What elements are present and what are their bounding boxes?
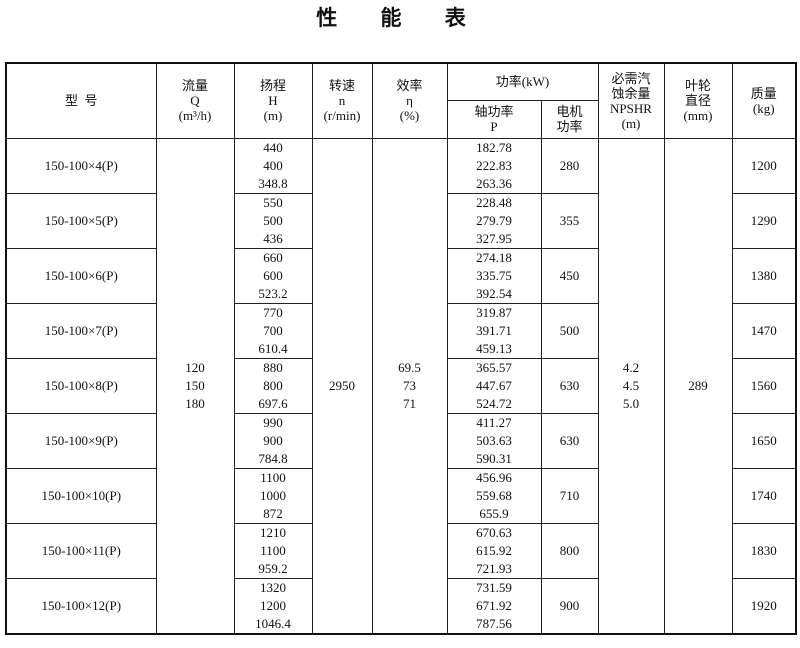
npshr-cell: 4.2 4.5 5.0 bbox=[597, 137, 665, 634]
mass-cell: 1380 bbox=[731, 247, 797, 304]
model-cell: 150-100×12(P) bbox=[5, 577, 157, 634]
header-motor-power: 电机 功率 bbox=[540, 99, 599, 139]
head-cell: 550 500 436 bbox=[233, 192, 313, 249]
header-model: 型 号 bbox=[5, 62, 157, 139]
impeller-cell: 289 bbox=[663, 137, 733, 634]
page-title: 性 能 表 bbox=[316, 6, 484, 30]
table-row: 150-100×12(P) 1320 1200 1046.4 731.59 671.92 7… bbox=[5, 577, 797, 634]
head-cell: 1100 1000 872 bbox=[233, 467, 313, 524]
model-cell: 150-100×4(P) bbox=[5, 137, 157, 194]
model-cell: 150-100×9(P) bbox=[5, 412, 157, 469]
speed-cell: 2950 bbox=[311, 137, 373, 634]
table-row: 150-100×9(P) 990 900 784.8 411.27 503.63 590.3… bbox=[5, 412, 797, 469]
mass-cell: 1470 bbox=[731, 302, 797, 359]
motor-power-cell: 500 bbox=[540, 302, 599, 359]
mass-cell: 1650 bbox=[731, 412, 797, 469]
motor-power-cell: 355 bbox=[540, 192, 599, 249]
head-cell: 660 600 523.2 bbox=[233, 247, 313, 304]
shaft-power-cell: 182.78 222.83 263.36 bbox=[446, 137, 542, 194]
header-impeller: 叶轮 直径 (mm) bbox=[663, 62, 733, 139]
header-speed: 转速 n (r/min) bbox=[311, 62, 373, 139]
table-body: 150-100×4(P) 120 150 180 440 400 348.8 2950 69.5… bbox=[5, 137, 797, 634]
motor-power-cell: 800 bbox=[540, 522, 599, 579]
head-cell: 880 800 697.6 bbox=[233, 357, 313, 414]
header-flow: 流量 Q (m³/h) bbox=[155, 62, 235, 139]
table-row: 150-100×5(P) 550 500 436 228.48 279.79 327.95 3… bbox=[5, 192, 797, 249]
model-cell: 150-100×6(P) bbox=[5, 247, 157, 304]
mass-cell: 1290 bbox=[731, 192, 797, 249]
table-row: 150-100×8(P) 880 800 697.6 365.57 447.67 524.7… bbox=[5, 357, 797, 414]
shaft-power-cell: 670.63 615.92 721.93 bbox=[446, 522, 542, 579]
table-row: 150-100×4(P) 120 150 180 440 400 348.8 2950 69.5… bbox=[5, 137, 797, 634]
head-cell: 990 900 784.8 bbox=[233, 412, 313, 469]
shaft-power-cell: 365.57 447.67 524.72 bbox=[446, 357, 542, 414]
model-cell: 150-100×8(P) bbox=[5, 357, 157, 414]
mass-cell: 1560 bbox=[731, 357, 797, 414]
motor-power-cell: 450 bbox=[540, 247, 599, 304]
performance-table: 型 号 流量 Q (m³/h) 扬程 H (m) 转速 n (r/min) 效率 η (%) 功… bbox=[5, 62, 797, 635]
header-power: 功率(kW) bbox=[446, 62, 599, 101]
head-cell: 440 400 348.8 bbox=[233, 137, 313, 194]
header-shaft-power: 轴功率 P bbox=[446, 99, 542, 139]
header-mass: 质量 (kg) bbox=[731, 62, 797, 139]
motor-power-cell: 900 bbox=[540, 577, 599, 634]
table-row: 150-100×6(P) 660 600 523.2 274.18 335.75 392.5… bbox=[5, 247, 797, 304]
motor-power-cell: 630 bbox=[540, 412, 599, 469]
head-cell: 1320 1200 1046.4 bbox=[233, 577, 313, 634]
model-cell: 150-100×11(P) bbox=[5, 522, 157, 579]
shaft-power-cell: 228.48 279.79 327.95 bbox=[446, 192, 542, 249]
header-efficiency: 效率 η (%) bbox=[371, 62, 448, 139]
header-npshr: 必需汽 蚀余量 NPSHR (m) bbox=[597, 62, 665, 139]
mass-cell: 1830 bbox=[731, 522, 797, 579]
head-cell: 770 700 610.4 bbox=[233, 302, 313, 359]
table-row: 150-100×7(P) 770 700 610.4 319.87 391.71 459.1… bbox=[5, 302, 797, 359]
motor-power-cell: 630 bbox=[540, 357, 599, 414]
shaft-power-cell: 411.27 503.63 590.31 bbox=[446, 412, 542, 469]
shaft-power-cell: 319.87 391.71 459.13 bbox=[446, 302, 542, 359]
motor-power-cell: 710 bbox=[540, 467, 599, 524]
shaft-power-cell: 456.96 559.68 655.9 bbox=[446, 467, 542, 524]
motor-power-cell: 280 bbox=[540, 137, 599, 194]
header-head: 扬程 H (m) bbox=[233, 62, 313, 139]
flow-cell: 120 150 180 bbox=[155, 137, 235, 634]
efficiency-cell: 69.5 73 71 bbox=[371, 137, 448, 634]
mass-cell: 1740 bbox=[731, 467, 797, 524]
head-cell: 1210 1100 959.2 bbox=[233, 522, 313, 579]
model-cell: 150-100×7(P) bbox=[5, 302, 157, 359]
mass-cell: 1920 bbox=[731, 577, 797, 634]
table-row: 150-100×11(P) 1210 1100 959.2 670.63 615.92 72… bbox=[5, 522, 797, 579]
model-cell: 150-100×10(P) bbox=[5, 467, 157, 524]
shaft-power-cell: 731.59 671.92 787.56 bbox=[446, 577, 542, 634]
model-cell: 150-100×5(P) bbox=[5, 192, 157, 249]
mass-cell: 1200 bbox=[731, 137, 797, 194]
shaft-power-cell: 274.18 335.75 392.54 bbox=[446, 247, 542, 304]
